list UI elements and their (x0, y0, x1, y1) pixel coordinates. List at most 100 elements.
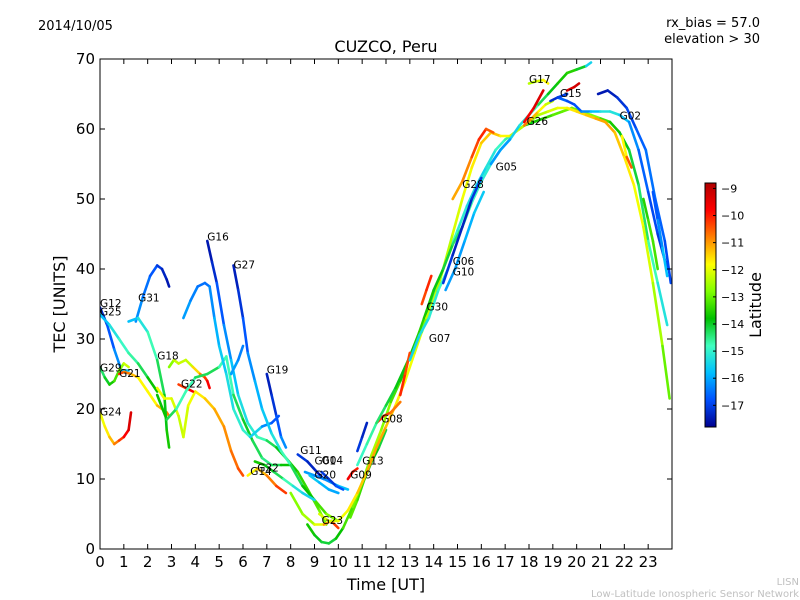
track-segment (194, 390, 207, 400)
track-segment (136, 376, 149, 393)
track-segment (108, 435, 116, 446)
satellite-label-g12: G12 (100, 298, 122, 310)
track-segment (425, 274, 433, 292)
track-segment (146, 390, 159, 407)
y-tick-label: 30 (76, 330, 95, 348)
track-segment (615, 96, 629, 110)
track-segment (599, 117, 612, 124)
track-segment (470, 141, 483, 169)
track-segment (155, 393, 168, 421)
track-segment (489, 148, 502, 166)
track-segment (208, 285, 216, 320)
x-tick-label: 17 (496, 553, 515, 571)
track-segment (313, 474, 326, 481)
x-tick-label: 20 (567, 553, 586, 571)
satellite-label-g04: G04 (322, 455, 344, 467)
satellite-label-g24: G24 (100, 407, 122, 419)
track-segment (606, 89, 619, 99)
satellite-track-g04 (320, 470, 345, 491)
track-segment (444, 267, 457, 292)
satellite-label-g19: G19 (267, 365, 289, 377)
track-segment (546, 82, 559, 96)
track-segment (596, 89, 610, 96)
satellite-track-g32 (253, 460, 316, 502)
track-segment (661, 344, 671, 400)
track-segment (537, 110, 550, 117)
track-segment (637, 183, 650, 243)
satellite-track-40 (522, 89, 545, 124)
satellite-track-12 (182, 281, 281, 439)
track-segment (236, 393, 250, 425)
satellite-track-8 (155, 386, 245, 477)
satellite-track-46 (642, 197, 660, 271)
chart-title: CUZCO, Peru (334, 37, 437, 56)
track-segment (184, 376, 197, 393)
satellite-label-g07: G07 (429, 333, 451, 345)
satellite-label-g14: G14 (250, 466, 272, 478)
track-segment (572, 103, 583, 113)
track-segment (222, 323, 233, 362)
y-tick-label: 70 (76, 50, 95, 68)
track-segment (644, 148, 657, 201)
x-tick-label: 2 (143, 553, 153, 571)
track-segment (289, 491, 304, 516)
track-segment (301, 491, 316, 502)
track-segment (537, 92, 550, 106)
track-segment (422, 288, 436, 320)
track-segment (108, 323, 121, 341)
track-segment (296, 470, 312, 495)
colorbar-tick-label: −17 (721, 399, 744, 412)
track-segment (375, 404, 388, 425)
track-segment (217, 344, 228, 376)
track-segment (155, 386, 166, 400)
track-segment (456, 204, 469, 232)
track-segment (549, 96, 559, 103)
track-segment (522, 117, 533, 127)
track-segment (136, 362, 149, 379)
track-segment (398, 372, 407, 397)
satellite-track-g29 (100, 362, 130, 386)
satellite-track-42 (549, 92, 569, 103)
track-segment (317, 481, 331, 491)
track-segment (389, 379, 402, 404)
satellite-label-g22: G22 (181, 379, 203, 391)
track-segment (470, 180, 483, 204)
satellite-track-g27 (232, 264, 340, 523)
track-segment (213, 407, 226, 428)
colorbar-label: Latitude (746, 272, 765, 338)
y-tick-label: 60 (76, 120, 95, 138)
track-segment (165, 278, 171, 288)
track-segment (320, 470, 331, 481)
track-segment (275, 484, 288, 495)
track-segment (229, 449, 240, 470)
track-segment (265, 474, 278, 488)
track-segment (148, 264, 159, 278)
track-segment (661, 246, 669, 278)
satellite-label-g13: G13 (362, 456, 384, 468)
track-segment (463, 211, 476, 243)
track-segment (275, 414, 283, 439)
track-segment (225, 355, 235, 397)
colorbar-tick-label: −9 (721, 182, 737, 195)
satellite-label-g06: G06 (453, 256, 475, 268)
track-segment (163, 393, 168, 432)
x-tick-label: 0 (95, 553, 105, 571)
track-segment (499, 138, 512, 152)
track-segment (122, 362, 130, 369)
track-segment (327, 488, 340, 495)
satellite-label-g18: G18 (157, 351, 179, 363)
track-segment (637, 148, 650, 194)
rx-bias-label: rx_bias = 57.0 (666, 16, 760, 31)
satellite-track-43 (565, 82, 581, 92)
track-segment (346, 470, 354, 481)
track-segment (270, 432, 283, 453)
track-segment (484, 148, 497, 169)
track-segment (279, 435, 288, 449)
track-segment (206, 379, 211, 390)
x-tick-label: 22 (615, 553, 634, 571)
track-segment (532, 89, 545, 110)
track-segment (642, 225, 655, 285)
satellite-label-g29: G29 (100, 362, 122, 374)
track-segment (253, 379, 264, 411)
